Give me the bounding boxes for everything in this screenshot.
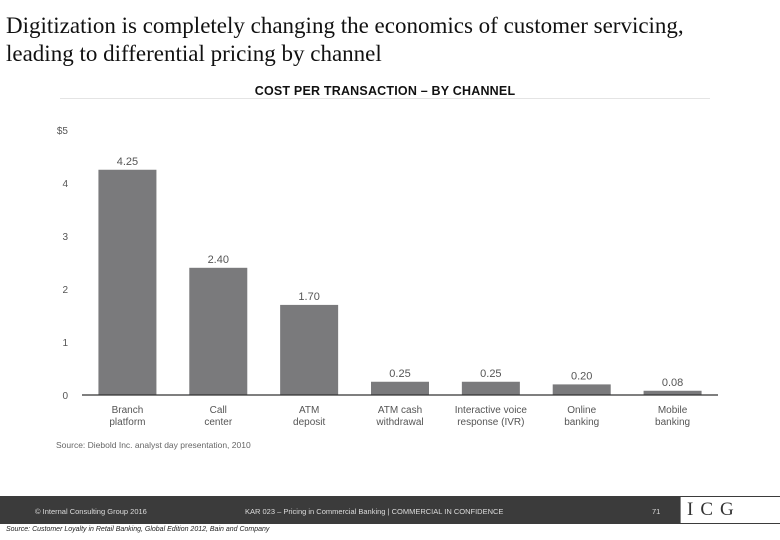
x-tick-label: ATM cash [378, 405, 422, 416]
icg-logo: ICG [680, 497, 780, 523]
y-tick-label: $5 [57, 126, 69, 137]
y-tick-label: 1 [62, 338, 68, 349]
x-tick-label: withdrawal [375, 417, 423, 428]
bar [552, 384, 611, 395]
x-tick-label: response (IVR) [457, 417, 524, 428]
x-tick-label: deposit [293, 417, 325, 428]
x-tick-label: center [204, 417, 232, 428]
y-tick-label: 3 [62, 232, 68, 243]
x-tick-label: banking [564, 417, 599, 428]
slide-title: Digitization is completely changing the … [6, 13, 684, 66]
x-tick-label: Call [210, 405, 227, 416]
footer-document-info: KAR 023 – Pricing in Commercial Banking … [245, 507, 504, 516]
x-tick-label: Interactive voice [455, 405, 528, 416]
y-tick-label: 2 [62, 285, 68, 296]
x-tick-label: platform [109, 417, 145, 428]
page-number: 71 [652, 507, 661, 516]
source-note: Source: Customer Loyalty in Retail Banki… [6, 526, 270, 533]
chart-source: Source: Diebold Inc. analyst day present… [56, 440, 251, 450]
footer-bar [0, 496, 780, 524]
logo-text: ICG [687, 499, 741, 520]
x-tick-label: ATM [299, 405, 319, 416]
x-tick-label: banking [655, 417, 690, 428]
x-tick-label: Online [567, 405, 596, 416]
data-label: 0.25 [389, 368, 410, 380]
bar [280, 304, 339, 395]
data-label: 2.40 [208, 254, 229, 266]
footer-copyright: © Internal Consulting Group 2016 [35, 507, 147, 516]
title-divider [60, 98, 710, 99]
x-tick-label: Branch [112, 405, 144, 416]
bar [643, 390, 702, 395]
bar [189, 267, 248, 395]
data-label: 4.25 [117, 156, 138, 168]
bar [371, 381, 429, 395]
data-label: 0.08 [662, 377, 683, 389]
data-label: 0.25 [480, 368, 501, 380]
bar [98, 169, 157, 395]
data-label: 1.70 [298, 291, 319, 303]
data-label: 0.20 [571, 370, 592, 382]
bar [461, 381, 520, 395]
y-tick-label: 0 [62, 391, 68, 402]
x-tick-label: Mobile [658, 405, 688, 416]
y-tick-label: 4 [62, 179, 68, 190]
chart-title: COST PER TRANSACTION – BY CHANNEL [254, 84, 516, 98]
